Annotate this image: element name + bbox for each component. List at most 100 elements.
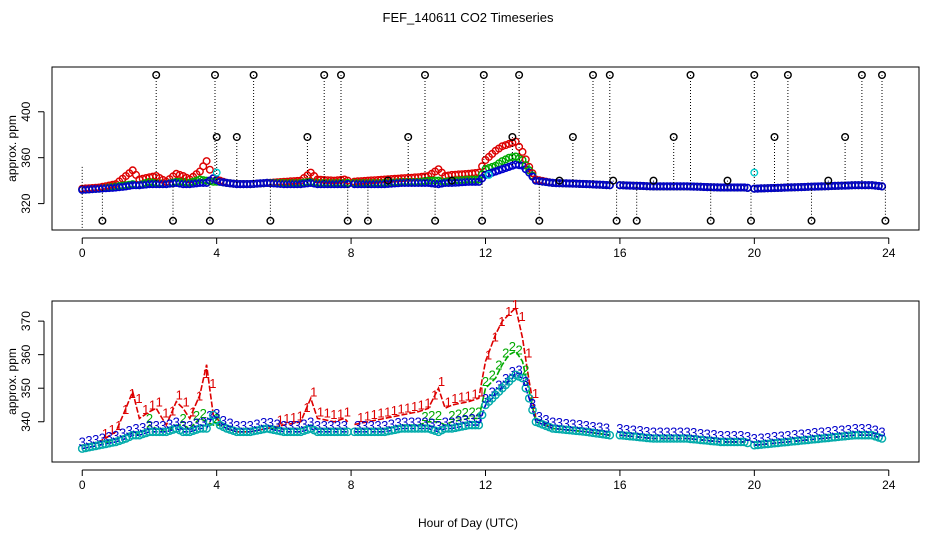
black-point [706, 216, 715, 225]
series-3-marker: 3 [569, 417, 576, 432]
series-3-marker: 3 [737, 428, 744, 443]
series-3-marker: 3 [630, 423, 637, 438]
series-1-marker: 1 [384, 404, 391, 419]
top-plot-marks [78, 70, 890, 230]
bottom-x-axis: 0 4 8 12 16 20 24 [79, 469, 896, 492]
series-3-marker: 3 [462, 412, 469, 427]
series-3-marker: 3 [280, 418, 287, 433]
red-point [205, 165, 214, 174]
y-tick-label: 360 [19, 147, 33, 167]
black-point [723, 176, 732, 185]
series-3-marker: 3 [240, 418, 247, 433]
series-3-marker: 3 [368, 418, 375, 433]
series-1-marker: 1 [324, 406, 331, 421]
series-3-marker: 3 [321, 418, 328, 433]
series-3-marker: 3 [683, 425, 690, 440]
black-point [431, 216, 440, 225]
series-3-marker: 3 [509, 364, 516, 379]
series-1-marker: 1 [357, 410, 364, 425]
series-1-marker: 1 [411, 399, 418, 414]
red-point [518, 147, 527, 156]
series-1-marker: 1 [471, 387, 478, 402]
series-1-marker: 1 [344, 404, 351, 419]
series-3-marker: 3 [159, 418, 166, 433]
series-1-marker: 1 [485, 347, 492, 362]
bottom-plot-frame [51, 300, 920, 463]
series-3-marker: 3 [260, 415, 267, 430]
series-1-marker: 1 [203, 366, 210, 381]
series-3-marker: 3 [731, 428, 738, 443]
series-3-marker: 3 [361, 418, 368, 433]
cyan-point [212, 168, 221, 177]
data-point [474, 420, 484, 430]
series-3-marker: 3 [179, 418, 186, 433]
series-3-marker: 3 [529, 396, 536, 411]
data-point [528, 405, 537, 415]
series-1-marker: 1 [431, 388, 438, 403]
series-3-marker: 3 [536, 409, 543, 424]
series-3-marker: 3 [468, 411, 475, 426]
chart-title: FEF_140611 CO2 Timeseries [383, 10, 554, 25]
cyan-point [750, 168, 759, 177]
black-point [266, 216, 275, 225]
black-point [168, 216, 177, 225]
x-tick-label: 16 [613, 478, 627, 492]
series-1-marker: 1 [290, 410, 297, 425]
series-3-marker: 3 [421, 415, 428, 430]
black-point [669, 132, 678, 141]
series-3-marker: 3 [267, 415, 274, 430]
black-point [605, 70, 614, 79]
series-1-marker: 1 [310, 384, 317, 399]
series-2-marker: 2 [435, 408, 442, 423]
black-point [770, 132, 779, 141]
series-2-marker: 2 [468, 404, 475, 419]
series-3-marker: 3 [502, 371, 509, 386]
series-3-marker: 3 [381, 418, 388, 433]
black-point [535, 216, 544, 225]
series-3-marker: 3 [119, 426, 126, 441]
series-3-marker: 3 [401, 415, 408, 430]
data-point [518, 373, 527, 383]
series-3-marker: 3 [105, 429, 112, 444]
series-1-marker: 1 [182, 394, 189, 409]
black-point [98, 216, 107, 225]
series-1-marker: 1 [371, 407, 378, 422]
series-3-marker: 3 [643, 424, 650, 439]
series-3-marker: 3 [589, 419, 596, 434]
series-1-marker: 1 [189, 404, 196, 419]
y-tick-label: 400 [19, 101, 33, 121]
black-point [783, 70, 792, 79]
series-1-marker: 1 [364, 408, 371, 423]
series-3-marker: 3 [200, 415, 207, 430]
series-1-marker: 1 [330, 407, 337, 422]
black-point [404, 132, 413, 141]
series-2-marker: 2 [146, 411, 153, 426]
black-point [421, 70, 430, 79]
black-point [807, 216, 816, 225]
series-3-marker: 3 [771, 429, 778, 444]
series-3-marker: 3 [112, 428, 119, 443]
series-3-marker: 3 [153, 418, 160, 433]
black-point [232, 132, 241, 141]
series-3-marker: 3 [166, 417, 173, 432]
x-tick-label: 20 [748, 246, 762, 260]
black-point [205, 216, 214, 225]
top-y-axis: 320 360 400 [19, 101, 45, 214]
cyan-point [484, 170, 493, 179]
series-1-marker: 1 [303, 400, 310, 415]
series-3-marker: 3 [616, 421, 623, 436]
series-3-marker: 3 [334, 418, 341, 433]
series-3-marker: 3 [294, 418, 301, 433]
series-3-marker: 3 [408, 415, 415, 430]
series-3-marker: 3 [636, 423, 643, 438]
series-1-marker: 1 [525, 346, 532, 361]
series-3-marker: 3 [247, 418, 254, 433]
red-point [131, 170, 140, 179]
x-tick-label: 4 [213, 478, 220, 492]
series-2-marker: 2 [179, 411, 186, 426]
series-3-marker: 3 [596, 420, 603, 435]
series-2-marker: 2 [428, 408, 435, 423]
series-3-marker: 3 [845, 422, 852, 437]
black-point [320, 70, 329, 79]
series-1-marker: 1 [196, 389, 203, 404]
